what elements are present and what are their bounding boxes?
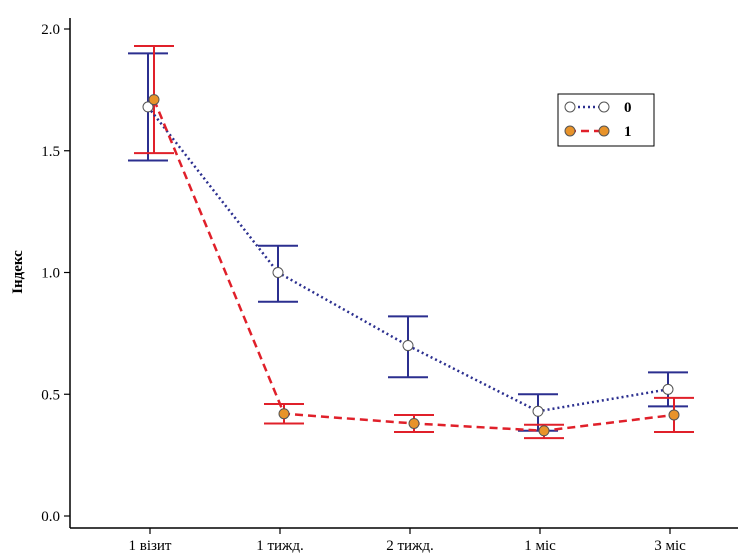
series-line: [152, 99, 675, 433]
plot-area: [128, 45, 694, 440]
data-point: [668, 409, 680, 421]
x-tick-label: 3 міс: [654, 538, 686, 553]
data-point: [402, 340, 414, 352]
data-point: [278, 408, 290, 420]
y-tick-label: 0.0: [41, 509, 60, 525]
data-point: [272, 267, 284, 278]
y-tick-label: 2.0: [41, 22, 60, 38]
y-tick-label: 1.5: [41, 144, 60, 160]
data-point: [408, 417, 420, 429]
legend-label: 0: [624, 100, 632, 116]
x-tick-label: 1 візит: [128, 538, 171, 553]
data-point: [538, 425, 550, 437]
data-point: [532, 405, 544, 417]
legend-marker: [564, 125, 576, 137]
legend: 01: [557, 93, 655, 147]
axes: 0.0 0.5 1.0 1.5 2.0 1 візит 1 тижд. 2 тижд. 1 мі…: [41, 18, 738, 554]
y-axis-label: Індекс: [10, 250, 26, 294]
x-tick-label: 2 тижд.: [386, 538, 434, 553]
data-point: [662, 383, 674, 395]
legend-marker: [598, 101, 610, 113]
x-tick-label: 1 тижд.: [256, 538, 304, 553]
series-line: [147, 106, 669, 413]
legend-marker: [598, 125, 610, 137]
data-point: [148, 94, 160, 106]
data-point: [142, 101, 154, 113]
legend-marker: [564, 101, 576, 113]
legend-box: [557, 93, 655, 147]
y-tick-label: 1.0: [41, 266, 60, 282]
x-tick-label: 1 міс: [524, 538, 556, 553]
y-tick-label: 0.5: [41, 387, 60, 403]
legend-label: 1: [624, 124, 632, 140]
